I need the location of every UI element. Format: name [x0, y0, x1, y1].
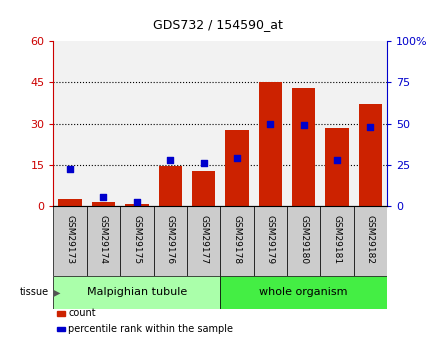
Text: GSM29173: GSM29173 — [65, 215, 75, 264]
Text: GSM29180: GSM29180 — [299, 215, 308, 264]
Bar — [292, 88, 316, 206]
Bar — [125, 204, 149, 206]
Point — [167, 157, 174, 162]
Bar — [57, 327, 65, 331]
Text: count: count — [69, 308, 96, 318]
Bar — [287, 41, 320, 206]
Bar — [192, 171, 215, 206]
Bar — [158, 166, 182, 206]
Text: GSM29175: GSM29175 — [132, 215, 142, 264]
Text: GSM29177: GSM29177 — [199, 215, 208, 264]
Bar — [259, 82, 282, 206]
Bar — [57, 311, 65, 316]
Bar — [220, 276, 387, 309]
Text: ▶: ▶ — [53, 287, 60, 297]
Bar — [53, 41, 87, 206]
Bar — [220, 41, 254, 206]
Bar — [53, 276, 220, 309]
Point — [234, 155, 241, 161]
Bar — [53, 206, 87, 276]
Point — [200, 160, 207, 166]
Bar — [359, 104, 382, 206]
Bar — [320, 41, 354, 206]
Text: GSM29179: GSM29179 — [266, 215, 275, 264]
Text: GDS732 / 154590_at: GDS732 / 154590_at — [153, 18, 283, 31]
Text: tissue: tissue — [20, 287, 49, 297]
Bar — [354, 206, 387, 276]
Text: percentile rank within the sample: percentile rank within the sample — [69, 324, 234, 334]
Text: Malpighian tubule: Malpighian tubule — [87, 287, 187, 297]
Bar — [87, 41, 120, 206]
Bar — [187, 206, 220, 276]
Bar — [154, 206, 187, 276]
Text: GSM29178: GSM29178 — [232, 215, 242, 264]
Bar — [325, 128, 349, 206]
Bar — [58, 199, 82, 206]
Text: GSM29174: GSM29174 — [99, 215, 108, 264]
Bar — [287, 206, 320, 276]
Text: GSM29176: GSM29176 — [166, 215, 175, 264]
Bar — [187, 41, 220, 206]
Bar — [120, 41, 154, 206]
Bar — [354, 41, 387, 206]
Text: GSM29181: GSM29181 — [332, 215, 342, 264]
Point — [67, 167, 74, 172]
Bar — [87, 206, 120, 276]
Bar — [220, 206, 254, 276]
Point — [267, 121, 274, 126]
Point — [100, 195, 107, 200]
Bar — [120, 206, 154, 276]
Bar — [92, 201, 115, 206]
Bar — [225, 130, 249, 206]
Point — [334, 157, 341, 162]
Point — [134, 199, 141, 205]
Bar — [254, 206, 287, 276]
Text: whole organism: whole organism — [259, 287, 348, 297]
Bar — [320, 206, 354, 276]
Bar — [254, 41, 287, 206]
Bar — [154, 41, 187, 206]
Point — [300, 122, 307, 128]
Text: GSM29182: GSM29182 — [366, 215, 375, 264]
Point — [367, 124, 374, 130]
